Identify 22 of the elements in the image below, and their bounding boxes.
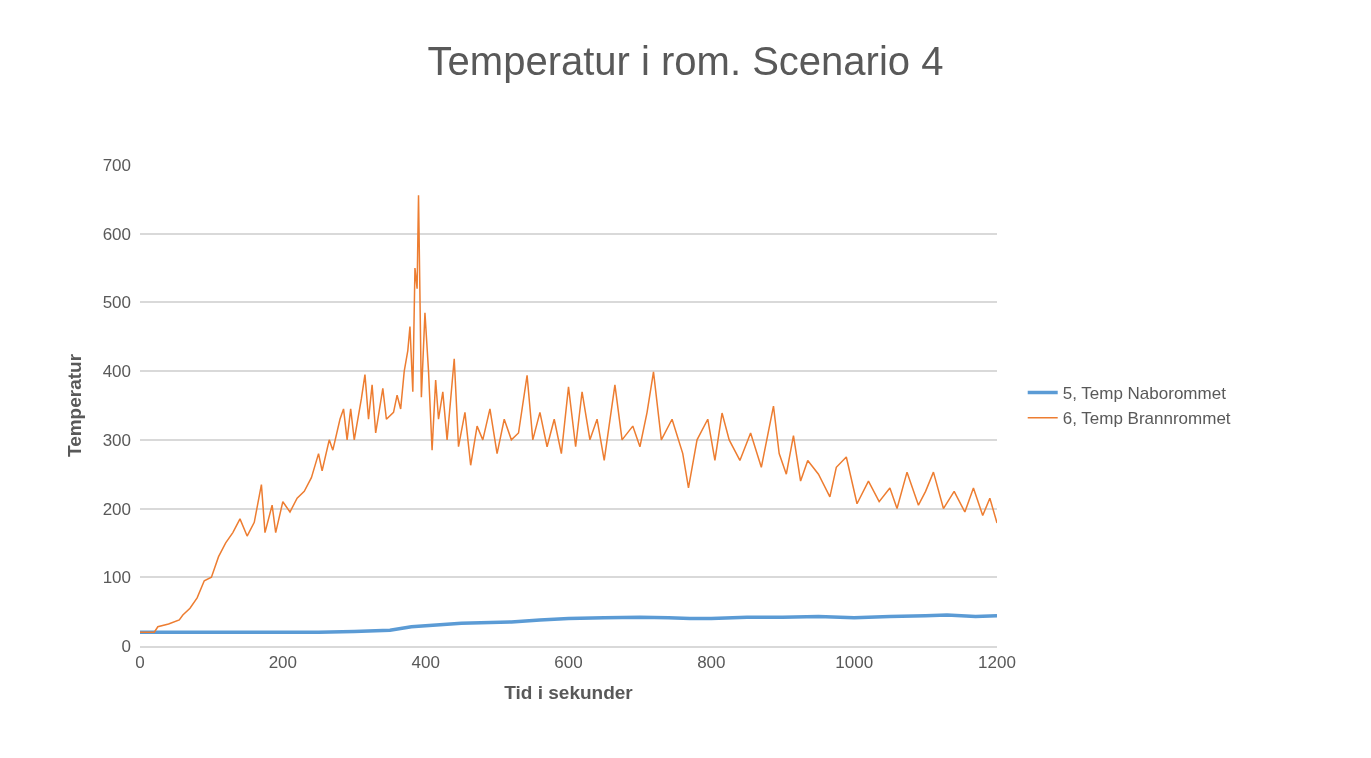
y-tick-label: 300	[102, 430, 131, 450]
x-tick-label: 1200	[978, 653, 1016, 673]
y-tick-label: 0	[121, 636, 131, 656]
y-tick-label: 200	[102, 499, 131, 519]
x-axis-title: Tid i sekunder	[504, 682, 634, 704]
x-tick-label: 200	[268, 653, 298, 673]
legend-label: 5, Temp Naborommet	[1062, 384, 1227, 404]
legend-label: 6, Temp Brannrommet	[1062, 409, 1231, 429]
x-tick-label: 800	[697, 653, 726, 673]
y-tick-label: 600	[102, 224, 131, 244]
y-tick-label: 100	[102, 568, 131, 588]
x-tick-label: 600	[554, 653, 583, 673]
y-tick-label: 700	[102, 155, 131, 175]
x-tick-label: 0	[135, 653, 145, 673]
chart-title: Temperatur i rom. Scenario 4	[427, 38, 944, 83]
y-tick-label: 500	[102, 293, 131, 313]
y-axis-title: Temperatur	[64, 353, 86, 458]
line-series	[140, 194, 997, 634]
y-tick-label: 400	[102, 362, 131, 382]
line-series	[140, 613, 997, 635]
x-tick-label: 1000	[835, 653, 874, 673]
x-tick-label: 400	[411, 653, 440, 673]
